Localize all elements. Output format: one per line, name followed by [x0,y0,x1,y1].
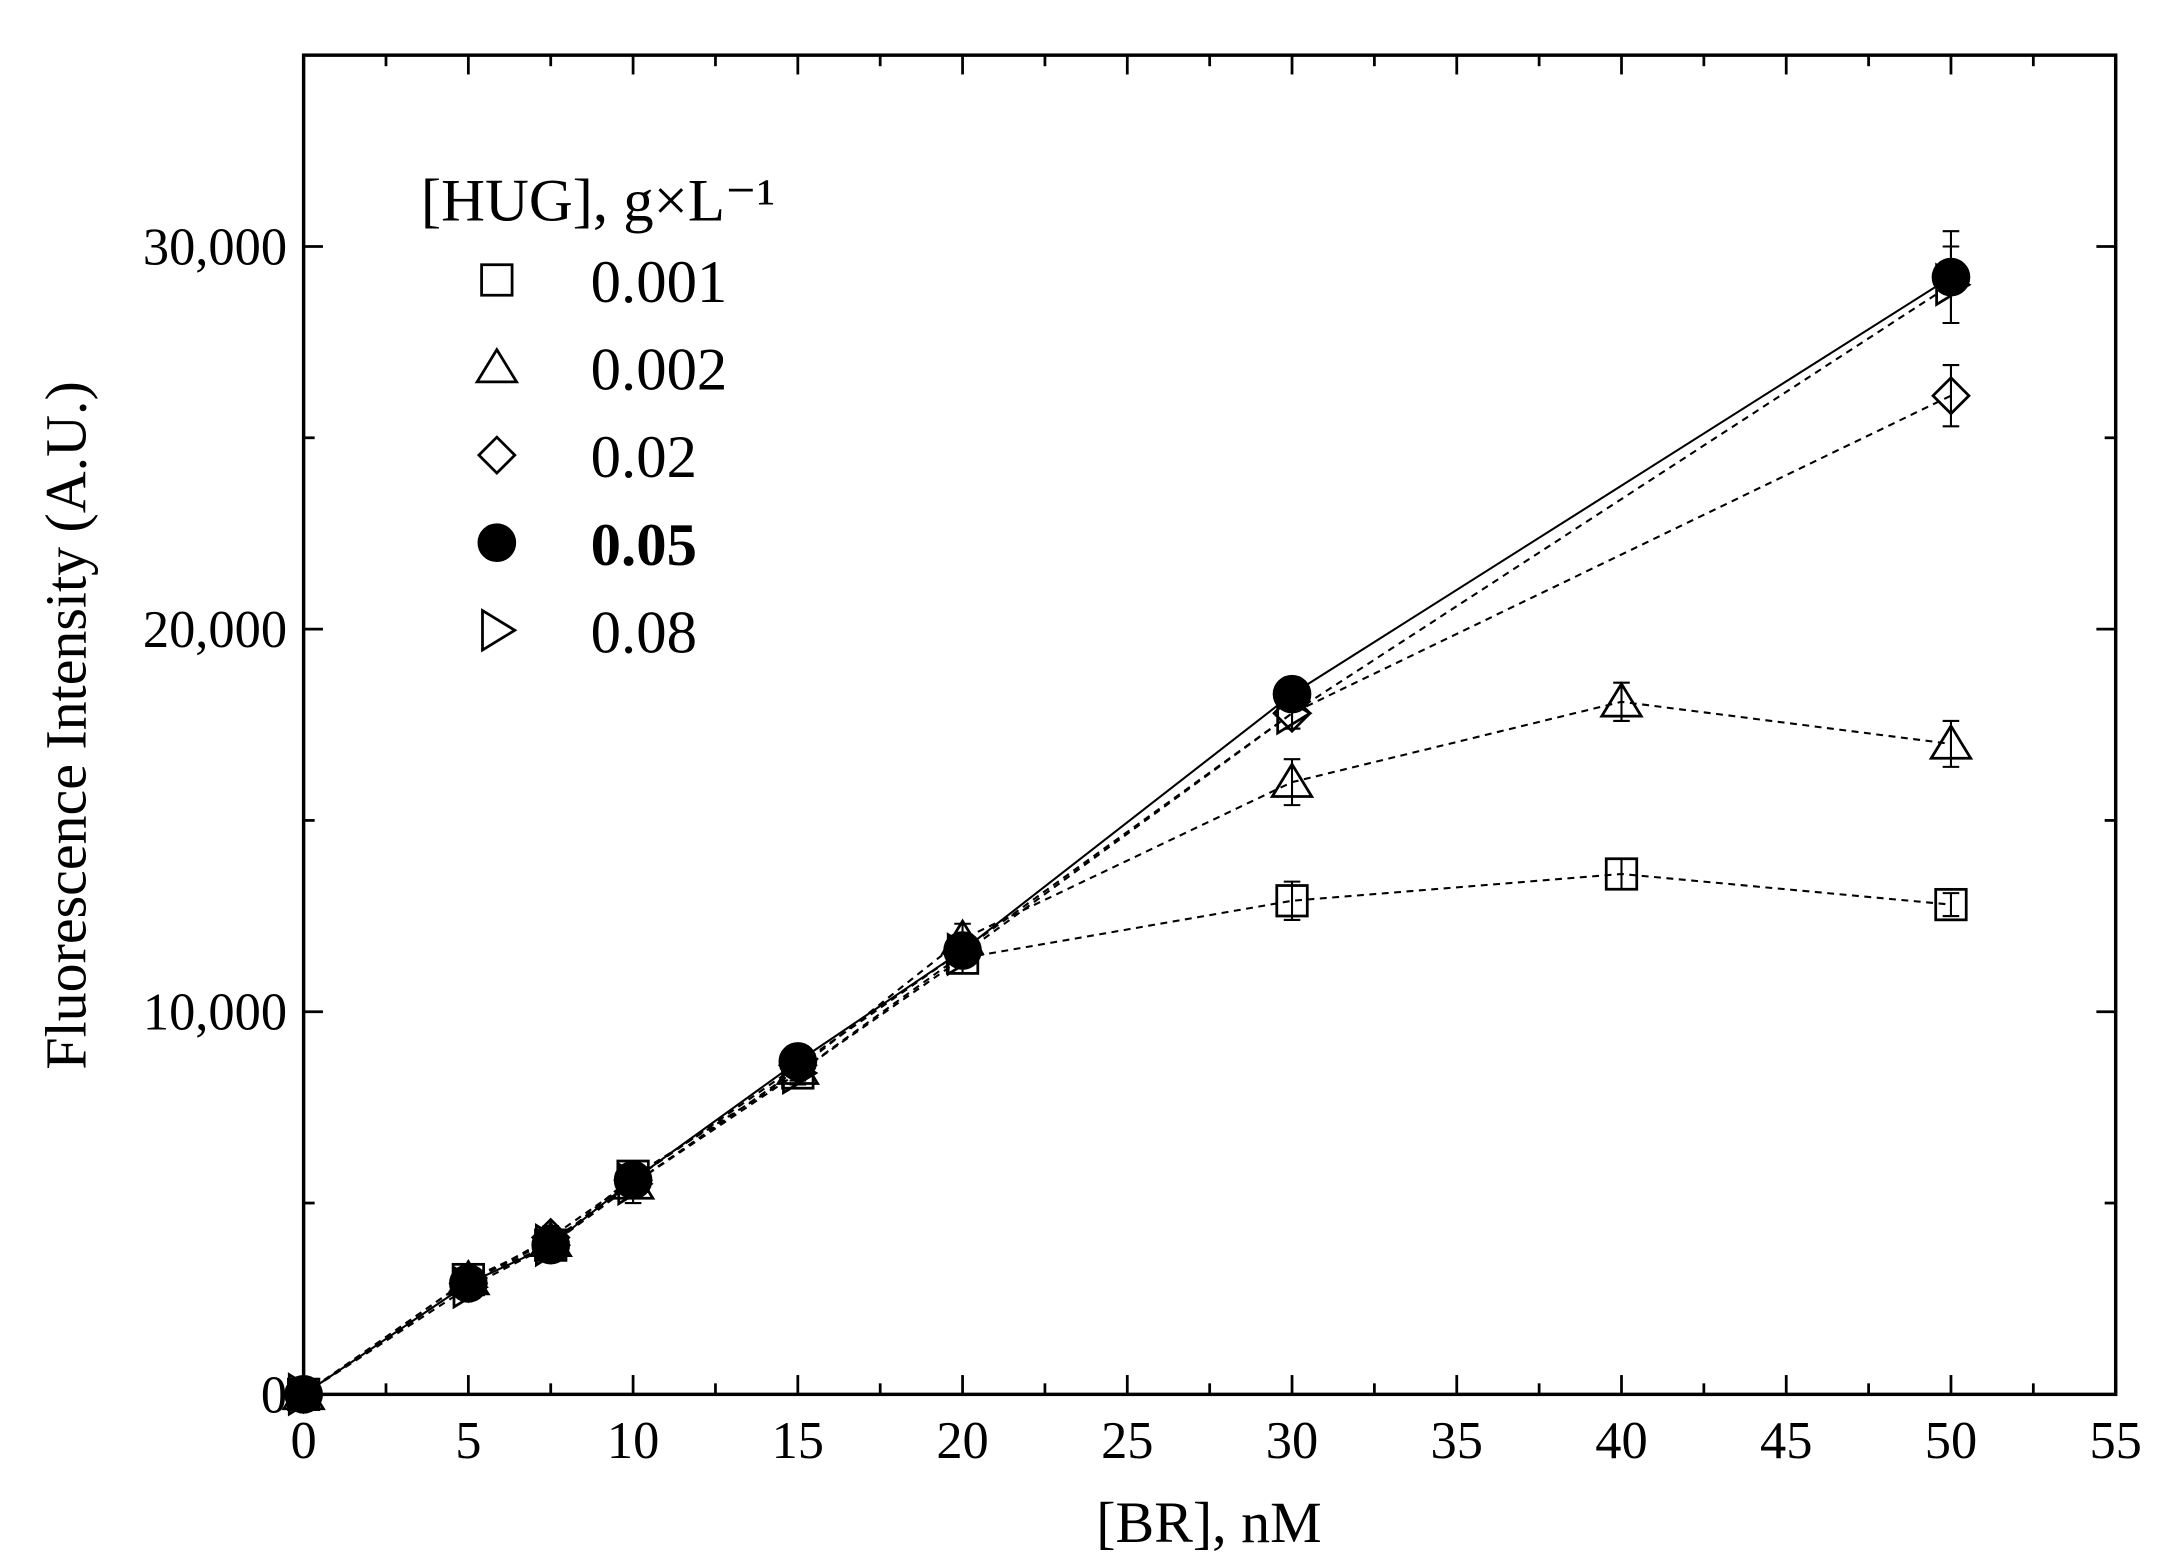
x-tick-label: 35 [1431,1412,1483,1470]
marker [1599,681,1644,718]
legend-marker [481,608,518,653]
series-line [303,700,1952,1396]
marker [534,1222,572,1268]
marker [782,1050,819,1096]
plot-frame [301,53,2118,1397]
marker [1928,723,1974,760]
error-bar [295,1389,312,1400]
marker [1934,887,1968,922]
x-tick-label: 30 [1266,1412,1318,1470]
y-tick-label: 30,000 [143,218,287,276]
x-tick-label: 20 [936,1412,988,1470]
error-bar [1613,857,1630,891]
error-bar [1283,880,1301,921]
x-tick-label: 50 [1925,1412,1977,1470]
y-tick-label: 20,000 [143,601,287,659]
error-bar [1942,245,1960,325]
legend-label: 0.002 [591,337,728,404]
x-tick-label: 25 [1101,1412,1153,1470]
marker [1269,761,1315,798]
marker [1931,375,1971,416]
x-tick-label: 0 [291,1412,317,1470]
y-axis-label: Fluorescence Intensity (A.U.) [34,381,99,1069]
y-tick-label: 10,000 [143,984,287,1042]
marker [1276,691,1313,736]
legend-marker [474,346,520,384]
x-tick-label: 40 [1595,1412,1647,1470]
marker [617,1161,654,1207]
marker [287,1372,325,1417]
legend-marker [477,523,517,563]
marker [1935,262,1972,307]
marker [946,932,984,977]
x-tick-label: 45 [1760,1412,1812,1470]
legend-label: 0.08 [591,599,697,666]
x-tick-label: 10 [607,1412,659,1470]
legend-label: 0.001 [591,249,728,316]
marker [1275,884,1309,918]
series-line [303,283,1952,1396]
error-bar [1942,892,1960,918]
x-tick-label: 55 [2089,1412,2141,1470]
legend-label: 0.05 [591,512,697,579]
marker [452,1265,489,1310]
x-axis-label: [BR], nM [1096,1490,1321,1555]
x-tick-label: 5 [455,1412,481,1470]
y-tick-label: 0 [261,1366,287,1424]
error-bar [1942,364,1960,428]
series-line [303,872,1952,1396]
marker [1604,857,1639,891]
legend-marker [480,263,514,297]
x-tick-label: 15 [772,1412,824,1470]
legend-label: 0.02 [591,424,697,491]
legend-title: [HUG], g×L⁻¹ [421,168,775,235]
legend-marker [476,435,517,476]
